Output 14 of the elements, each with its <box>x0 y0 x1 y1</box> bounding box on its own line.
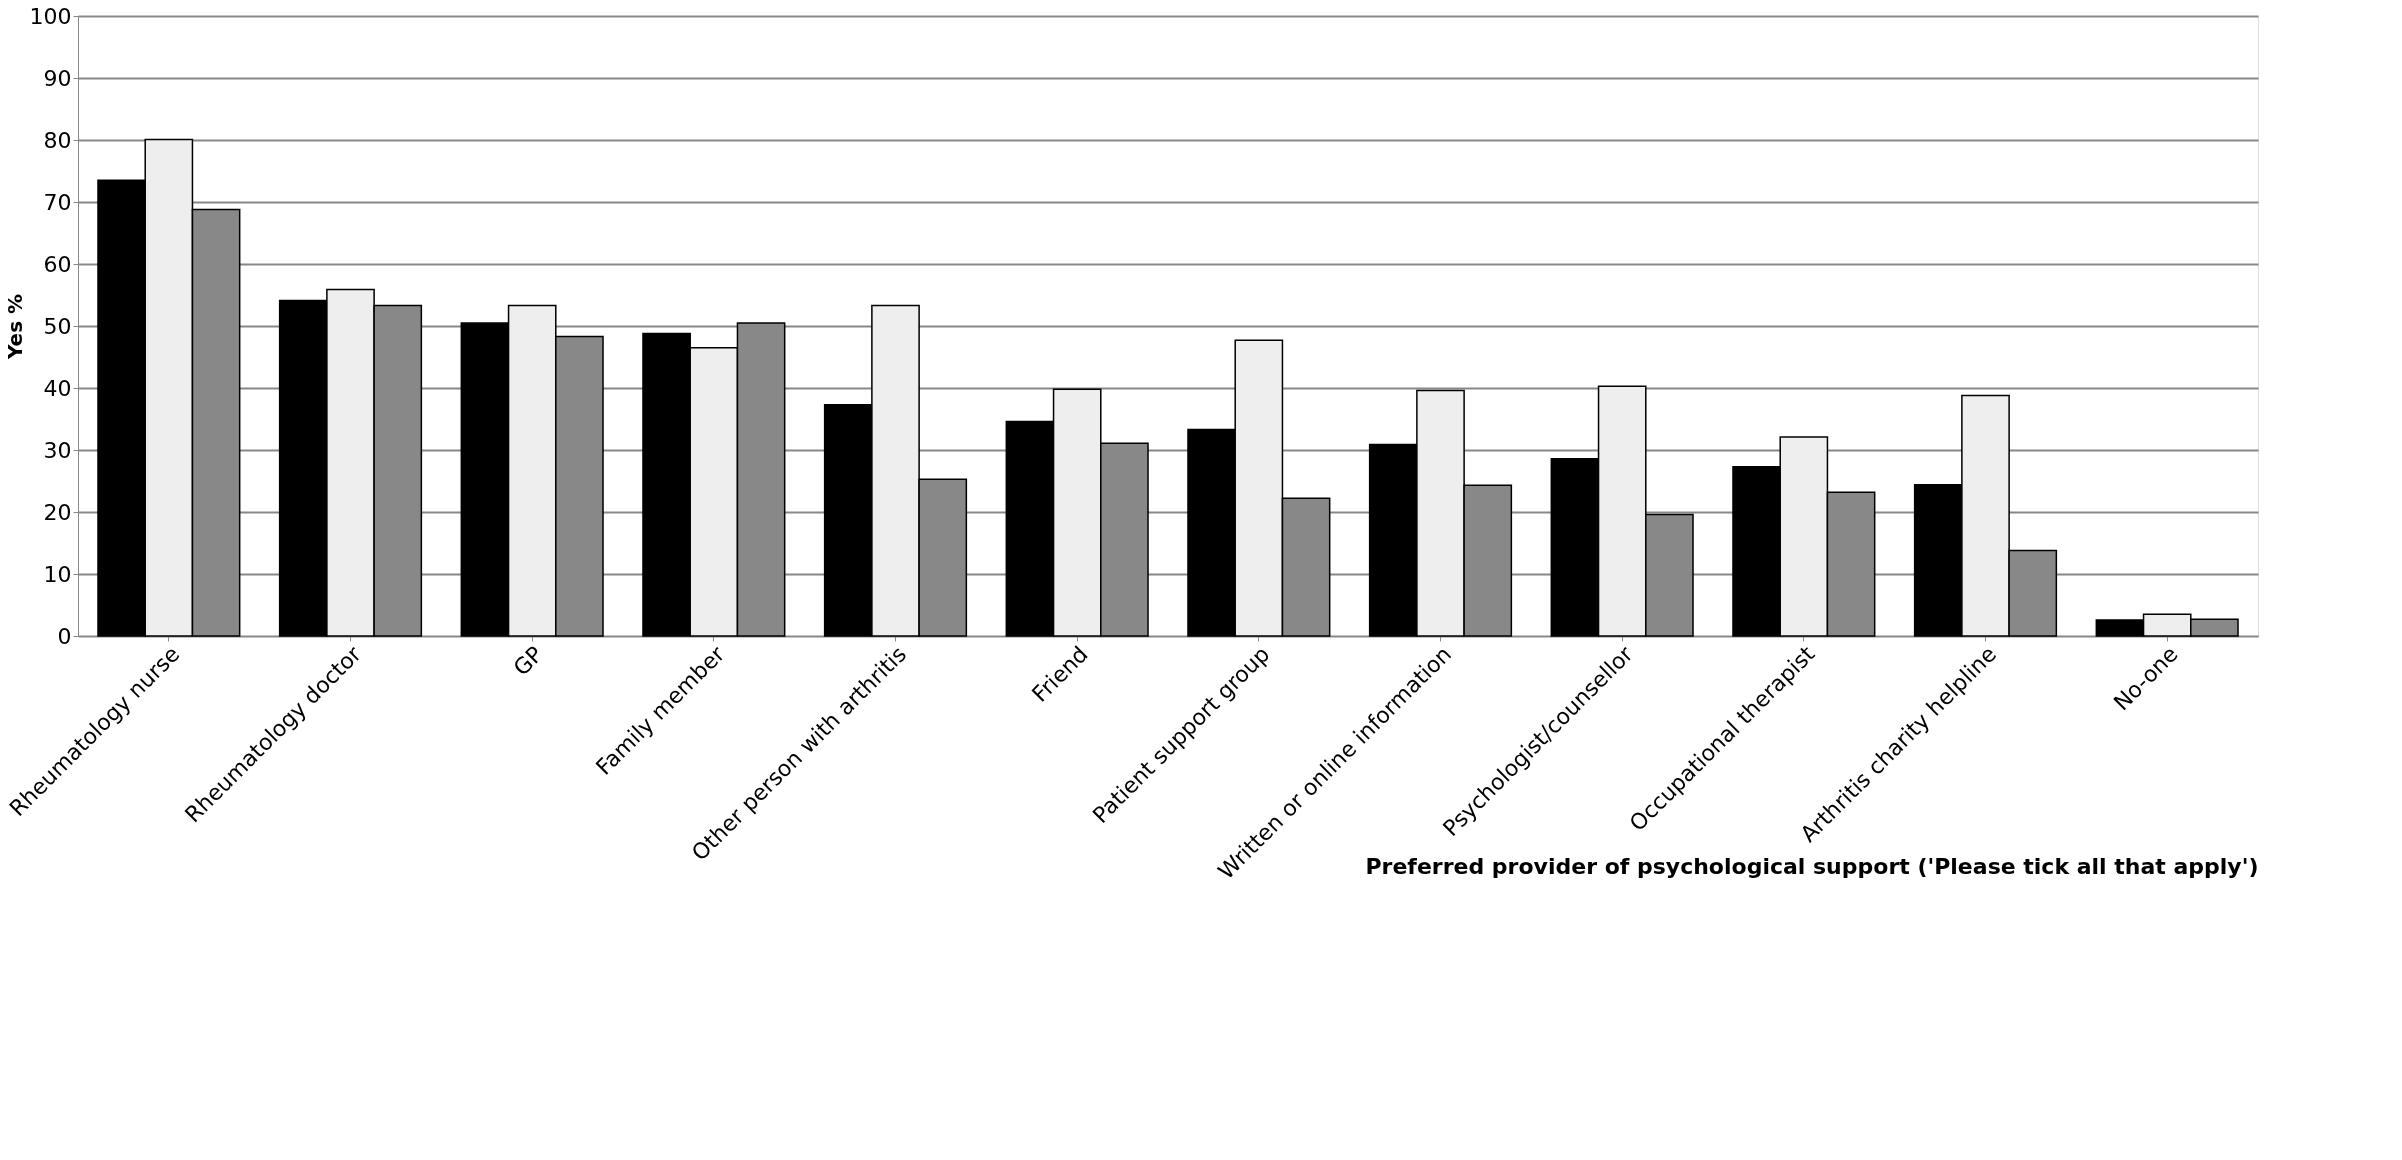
y-tick-label: 20 <box>43 499 72 525</box>
x-axis-title: Preferred provider of psychological support ('Please tick all that apply') <box>1365 853 2259 879</box>
y-tick-label: 30 <box>43 437 72 463</box>
y-tick-label: 100 <box>29 3 72 29</box>
y-tick-label: 90 <box>43 65 72 91</box>
y-tick-label: 40 <box>43 375 72 401</box>
y-tick-label: 50 <box>43 313 72 339</box>
x-tick-label: GP <box>508 641 548 681</box>
y-tick-label: 70 <box>43 189 72 215</box>
y-tick-label: 60 <box>43 251 72 277</box>
y-tick-label: 10 <box>43 561 72 587</box>
y-axis-title: Yes % <box>2 293 27 361</box>
y-tick-label: 80 <box>43 127 72 153</box>
y-tick-label: 0 <box>57 623 72 649</box>
